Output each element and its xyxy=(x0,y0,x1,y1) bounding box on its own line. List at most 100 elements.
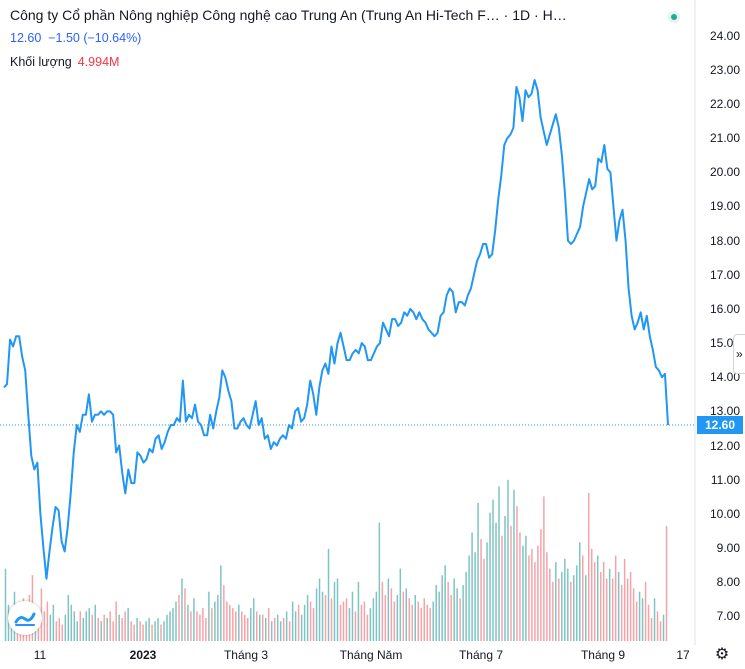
symbol-title[interactable]: Công ty Cổ phần Nông nghiệp Công nghệ ca… xyxy=(10,7,500,23)
volume-bar xyxy=(423,598,425,641)
volume-bar xyxy=(650,617,653,641)
volume-bar xyxy=(333,581,336,641)
volume-bar xyxy=(507,479,509,641)
volume-bar xyxy=(354,611,357,641)
volume-bar xyxy=(369,608,372,641)
volume-bar xyxy=(653,598,656,641)
volume-bar xyxy=(109,611,111,641)
volume-bar xyxy=(139,621,141,641)
exchange-label: H… xyxy=(542,7,567,23)
volume-bar xyxy=(211,608,213,641)
volume-bar xyxy=(510,525,512,641)
double-chevron-right-icon[interactable]: » xyxy=(733,334,745,374)
market-status-dot-icon[interactable] xyxy=(668,11,680,23)
y-tick-label: 18.00 xyxy=(709,233,740,248)
volume-bar xyxy=(585,575,587,641)
volume-bar xyxy=(82,617,85,641)
volume-bar xyxy=(579,542,581,641)
volume-bar xyxy=(297,604,300,641)
volume-bar xyxy=(106,617,108,641)
volume-bar xyxy=(629,571,632,641)
last-price-label: 12.60 xyxy=(697,416,743,435)
volume-bar xyxy=(163,621,165,641)
volume-bar xyxy=(226,601,228,641)
y-tick-label: 17.00 xyxy=(709,267,740,282)
separator: · xyxy=(534,7,539,23)
volume-bar xyxy=(76,621,79,641)
volume-bar xyxy=(570,581,572,641)
volume-bar xyxy=(576,565,578,641)
gear-icon[interactable]: ⚙ xyxy=(714,646,730,663)
volume-bar xyxy=(387,578,390,641)
x-tick-label: 17 xyxy=(676,648,690,662)
volume-bar xyxy=(587,493,590,641)
volume-bar xyxy=(348,608,351,641)
volume-bar xyxy=(390,588,393,641)
volume-bar xyxy=(453,578,455,641)
volume-bar xyxy=(115,601,117,641)
volume-bar xyxy=(644,581,647,641)
volume-label: Khối lượng xyxy=(10,55,72,69)
volume-bar xyxy=(214,601,216,641)
volume-bar xyxy=(151,624,153,641)
volume-bar xyxy=(43,611,46,641)
volume-bar xyxy=(596,555,599,641)
volume-bar xyxy=(196,611,198,641)
volume-bar xyxy=(142,624,144,641)
volume-bar xyxy=(148,617,150,641)
y-tick-label: 19.00 xyxy=(709,199,740,214)
volume-bar xyxy=(250,608,252,641)
tradingview-logo-icon[interactable] xyxy=(8,601,42,635)
volume-bar xyxy=(363,601,366,641)
volume-bar xyxy=(264,617,267,641)
volume-bar xyxy=(202,608,204,641)
volume-bar xyxy=(372,598,375,641)
volume-bar xyxy=(306,594,309,641)
volume-bar xyxy=(450,594,452,641)
volume-bar xyxy=(64,614,67,641)
volume-bar xyxy=(522,545,524,641)
volume-bar xyxy=(58,617,61,641)
volume-bar xyxy=(285,611,288,641)
price-change-quote: 12.60 −1.50 (−10.64%) xyxy=(10,31,142,45)
volume-bar xyxy=(208,591,210,641)
volume-bar xyxy=(270,621,273,641)
volume-bar xyxy=(531,548,533,641)
interval-label[interactable]: 1D xyxy=(512,7,531,23)
y-tick-label: 15.00 xyxy=(709,336,740,351)
volume-bar xyxy=(318,578,321,641)
volume-bar xyxy=(623,558,626,641)
volume-bar xyxy=(166,614,168,641)
volume-bar xyxy=(241,611,243,641)
x-tick-label: 11 xyxy=(33,648,47,662)
volume-bar xyxy=(602,562,605,641)
volume-bar xyxy=(244,614,246,641)
volume-bar xyxy=(477,502,479,641)
volume-bar xyxy=(121,617,123,641)
volume-bar xyxy=(112,621,114,641)
volume-bar xyxy=(157,617,159,641)
volume-bar xyxy=(549,568,551,641)
volume-bar xyxy=(127,608,129,641)
volume-bar xyxy=(193,598,195,641)
volume-bar xyxy=(154,621,156,641)
y-tick-label: 14.00 xyxy=(709,370,740,385)
x-tick-label: Tháng 7 xyxy=(458,648,504,662)
volume-value: 4.994M xyxy=(77,55,120,69)
volume-bar xyxy=(324,594,327,641)
volume-bar xyxy=(145,621,147,641)
volume-legend: Khối lượng 4.994M xyxy=(10,55,119,69)
volume-bar xyxy=(632,588,635,641)
volume-bar xyxy=(52,604,55,641)
volume-bar xyxy=(321,591,324,641)
volume-bar xyxy=(309,601,312,641)
volume-bar xyxy=(441,575,443,641)
volume-bar xyxy=(223,585,225,641)
volume-bar xyxy=(540,529,542,641)
volume-bar xyxy=(438,591,440,641)
price-line-series xyxy=(3,79,669,580)
volume-bar xyxy=(626,578,629,641)
volume-bar xyxy=(608,568,611,641)
volume-bar xyxy=(408,598,411,641)
